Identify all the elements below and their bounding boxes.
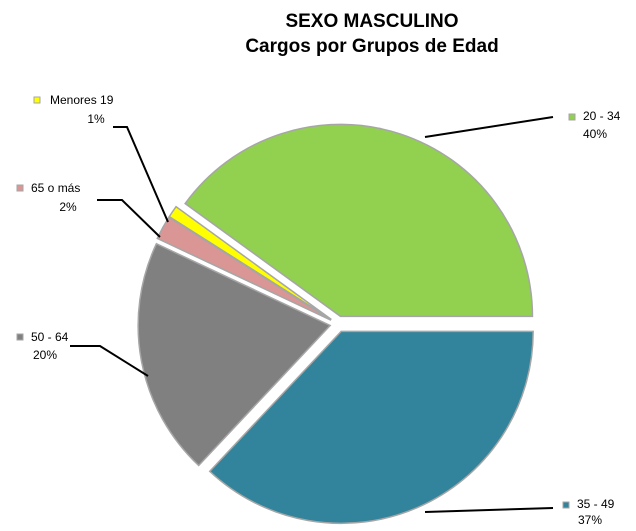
label-marker [568,113,576,121]
label-value: 37% [578,513,602,527]
pie-slice [168,205,332,321]
leader-line [424,507,554,513]
leader-line [113,126,169,223]
leader-line [70,345,149,377]
label-marker [16,333,24,341]
label-value: 40% [583,127,607,141]
label-marker [562,501,570,509]
label-value: 20% [33,348,57,362]
label-marker [33,96,41,104]
pie-slice [208,330,534,525]
label-name: 20 - 34 [583,109,621,123]
leader-line [424,116,554,138]
leader-line [97,199,161,238]
label-value: 2% [59,200,77,214]
chart-title: SEXO MASCULINO [285,11,458,32]
label-name: 50 - 64 [31,330,69,344]
pie-slice [156,216,332,321]
label-name: 65 o más [31,181,80,195]
pie-slice [137,242,332,467]
pie-slice [184,123,534,318]
label-marker [16,184,24,192]
chart-subtitle: Cargos por Grupos de Edad [245,36,498,57]
label-name: 35 - 49 [577,497,615,511]
label-value: 1% [87,112,105,126]
label-name: Menores 19 [50,93,114,107]
